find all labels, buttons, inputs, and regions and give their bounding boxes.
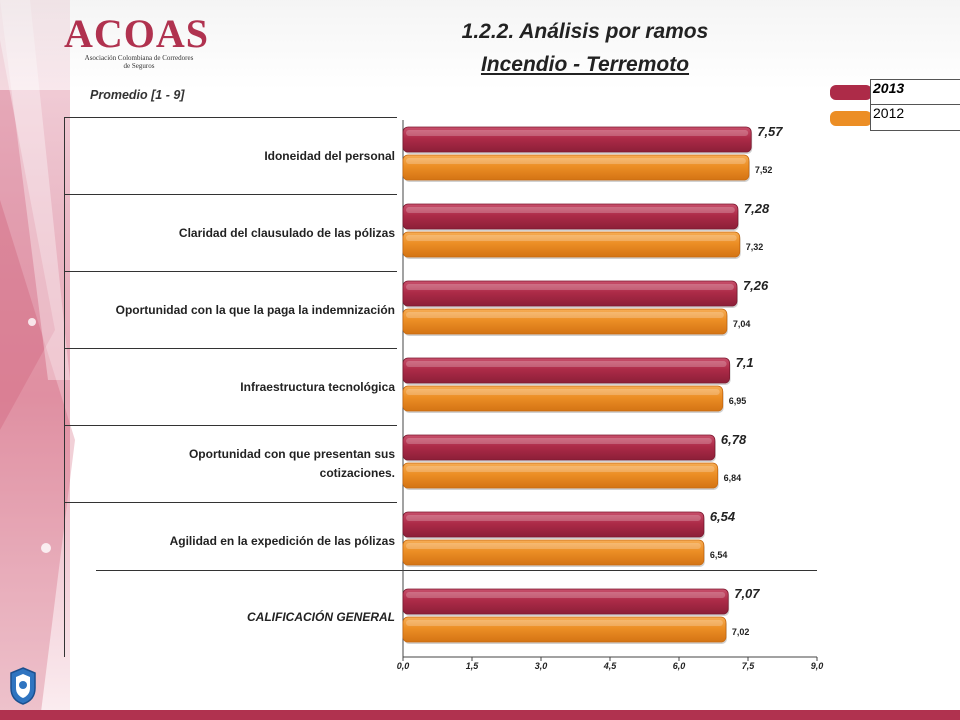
bar-highlight bbox=[406, 592, 726, 598]
bar-highlight bbox=[406, 235, 737, 241]
acoas-logo: ACOAS Asociación Colombiana de Corredore… bbox=[64, 8, 214, 70]
category-label: Claridad del clausulado de las pólizas bbox=[65, 194, 397, 271]
left-decorative-shapes bbox=[0, 0, 75, 720]
bar-highlight bbox=[406, 361, 727, 367]
logo-subtitle: Asociación Colombiana de Corredores de S… bbox=[84, 54, 194, 70]
bars-group: 7,57 7,52 7,28 7,32 7,26 7,04 7,1 6,95 6,78 6,84 6… bbox=[402, 124, 783, 644]
bar-highlight bbox=[406, 130, 749, 136]
category-label: Oportunidad con que presentan sus cotiza… bbox=[65, 425, 397, 502]
legend-item-2012: 2012 bbox=[828, 105, 960, 131]
data-label-2012-5: 6,54 bbox=[710, 550, 728, 560]
bar-2012-2 bbox=[402, 308, 728, 335]
data-label-2013-4: 6,78 bbox=[721, 432, 747, 447]
x-tick-label: 6,0 bbox=[673, 661, 686, 671]
x-axis-ticks: 0,0 1,5 3,0 4,5 6,0 7,5 9,0 bbox=[397, 657, 824, 671]
bar-highlight bbox=[406, 389, 720, 395]
left-decorative-band bbox=[0, 0, 70, 720]
bar-2013-2 bbox=[402, 280, 738, 307]
bar-highlight bbox=[406, 466, 715, 472]
data-label-2013-3: 7,1 bbox=[736, 355, 754, 370]
bar-highlight bbox=[406, 438, 712, 444]
bar-2012-0 bbox=[402, 154, 750, 181]
category-label: Oportunidad con la que la paga la indemn… bbox=[65, 271, 397, 348]
bar-highlight bbox=[406, 207, 735, 213]
x-tick-label: 0,0 bbox=[397, 661, 410, 671]
bar-2013-6 bbox=[402, 588, 729, 615]
logo-wordmark: ACOAS bbox=[64, 11, 210, 56]
data-label-2012-1: 7,32 bbox=[746, 242, 764, 252]
legend-swatch-2013 bbox=[830, 85, 872, 100]
x-tick-label: 7,5 bbox=[742, 661, 756, 671]
bar-highlight bbox=[406, 543, 701, 549]
chart-legend: 2013 2012 bbox=[828, 79, 960, 131]
x-tick-label: 1,5 bbox=[466, 661, 480, 671]
category-label-table: Idoneidad del personal Claridad del clau… bbox=[64, 117, 401, 657]
bar-2013-5 bbox=[402, 511, 705, 538]
data-label-2013-2: 7,26 bbox=[743, 278, 769, 293]
category-label: Agilidad en la expedición de las pólizas bbox=[65, 502, 397, 579]
data-label-2012-0: 7,52 bbox=[755, 165, 773, 175]
bar-2012-5 bbox=[402, 539, 705, 566]
data-label-2012-6: 7,02 bbox=[732, 627, 750, 637]
general-separator bbox=[96, 570, 817, 571]
x-tick-label: 3,0 bbox=[535, 661, 548, 671]
bar-highlight bbox=[406, 620, 723, 626]
data-label-2012-3: 6,95 bbox=[729, 396, 747, 406]
bar-2012-3 bbox=[402, 385, 724, 412]
bar-highlight bbox=[406, 515, 701, 521]
page-title: 1.2.2. Análisis por ramos bbox=[461, 20, 709, 43]
bar-2013-4 bbox=[402, 434, 716, 461]
top-fade bbox=[0, 0, 960, 90]
bar-2013-3 bbox=[402, 357, 731, 384]
x-tick-label: 4,5 bbox=[603, 661, 618, 671]
x-tick-label: 9,0 bbox=[811, 661, 824, 671]
category-label: Idoneidad del personal bbox=[65, 117, 397, 194]
data-label-2012-2: 7,04 bbox=[733, 319, 751, 329]
data-label-2013-0: 7,57 bbox=[757, 124, 783, 139]
data-label-2012-4: 6,84 bbox=[724, 473, 742, 483]
data-label-2013-6: 7,07 bbox=[734, 586, 760, 601]
bar-2013-1 bbox=[402, 203, 739, 230]
legend-swatch-2012 bbox=[830, 111, 872, 126]
bar-highlight bbox=[406, 284, 734, 290]
category-label: Infraestructura tecnológica bbox=[65, 348, 397, 425]
legend-item-2013: 2013 bbox=[828, 79, 960, 105]
legend-label-2013: 2013 bbox=[870, 79, 960, 105]
category-label: CALIFICACIÓN GENERAL bbox=[247, 610, 395, 624]
page-subtitle: Incendio - Terremoto bbox=[480, 53, 690, 76]
bar-highlight bbox=[406, 312, 724, 318]
bar-2013-0 bbox=[402, 126, 752, 153]
legend-label-2012: 2012 bbox=[870, 105, 960, 131]
bar-2012-1 bbox=[402, 231, 741, 258]
scale-label: Promedio [1 - 9] bbox=[90, 88, 185, 102]
shield-badge-icon bbox=[8, 666, 38, 706]
bar-highlight bbox=[406, 158, 746, 164]
data-label-2013-5: 6,54 bbox=[710, 509, 736, 524]
bottom-band bbox=[0, 710, 960, 720]
bar-2012-4 bbox=[402, 462, 719, 489]
bar-2012-6 bbox=[402, 616, 727, 643]
data-label-2013-1: 7,28 bbox=[744, 201, 770, 216]
